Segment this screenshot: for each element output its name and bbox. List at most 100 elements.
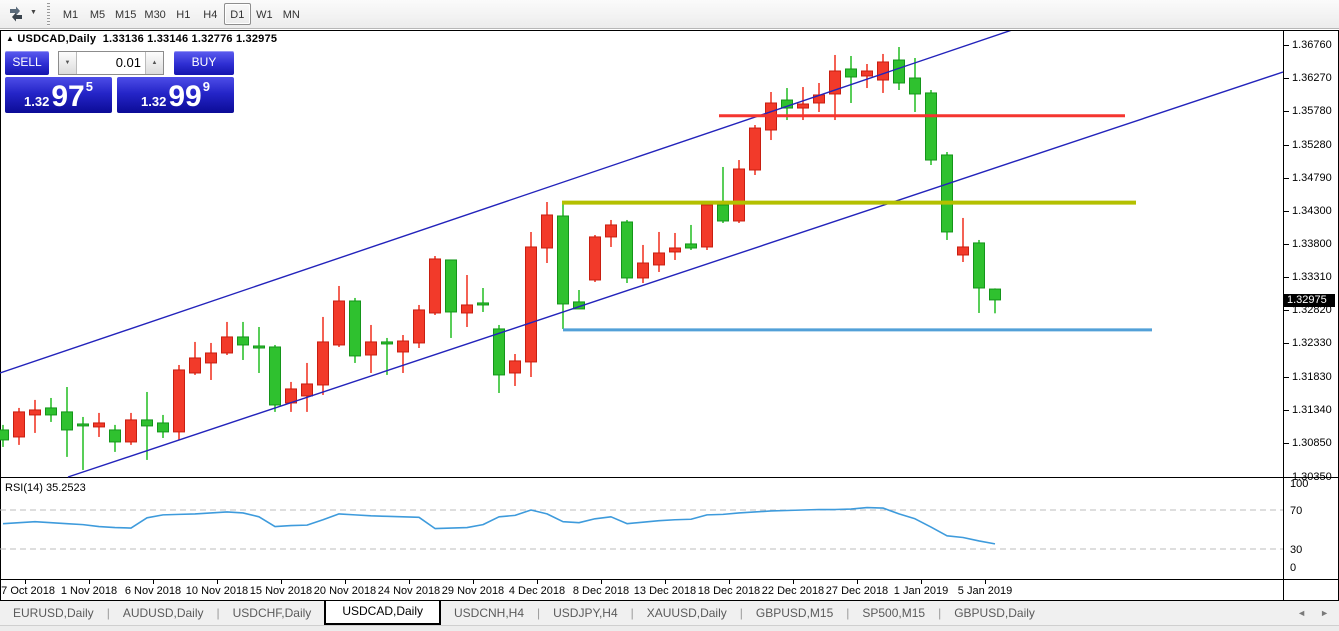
- candle: [93, 412, 105, 437]
- price-tick: [1284, 210, 1289, 212]
- price-tick-label: 1.34300: [1292, 204, 1332, 217]
- price-tick: [1284, 377, 1289, 379]
- time-tick-label: 10 Nov 2018: [185, 585, 249, 597]
- time-tick-label: 24 Nov 2018: [377, 585, 441, 597]
- candle: [861, 63, 873, 89]
- price-axis[interactable]: 1.36760 1.36270 1.35780 1.35280 1.34790 1.343…: [1284, 30, 1339, 600]
- timeframe-button-M5[interactable]: M5: [89, 9, 106, 21]
- buy-price-pipette: 9: [202, 79, 210, 94]
- time-tick-label: 27 Oct 2018: [0, 585, 55, 597]
- time-tick-label: 1 Jan 2019: [893, 585, 949, 597]
- tab-usdjpy-h4[interactable]: USDJPY,H4: [553, 605, 618, 620]
- tabs-scroll-right-icon[interactable]: ►: [1320, 608, 1329, 618]
- time-tick-label: 1 Nov 2018: [60, 585, 118, 597]
- candle: [557, 202, 569, 329]
- time-tick: [473, 580, 474, 584]
- rsi-scale-label: 70: [1290, 505, 1303, 517]
- timeframe-button-H1[interactable]: H1: [176, 9, 191, 21]
- rsi-scale-label: 0: [1290, 562, 1297, 574]
- price-axis-separator[interactable]: [1283, 30, 1284, 600]
- candle: [77, 416, 89, 470]
- tab-usdcnh-h4[interactable]: USDCNH,H4: [454, 605, 525, 620]
- tab-usdchf-daily[interactable]: USDCHF,Daily: [232, 605, 312, 620]
- tab-gbpusd-daily[interactable]: GBPUSD,Daily: [954, 605, 1035, 620]
- timeframe-button-M15[interactable]: M15: [115, 9, 137, 21]
- tab-separator: |: [938, 606, 942, 620]
- main-rsi-splitter[interactable]: [0, 477, 1339, 478]
- candle: [605, 219, 617, 247]
- tab-xauusd-daily[interactable]: XAUUSD,Daily: [646, 605, 727, 620]
- sell-button[interactable]: SELL: [5, 51, 49, 75]
- current-price-badge: 1.32975: [1284, 293, 1335, 307]
- sell-price-pipette: 5: [85, 79, 93, 94]
- candle: [429, 255, 441, 315]
- tab-audusd-daily[interactable]: AUDUSD,Daily: [122, 605, 204, 620]
- lower-channel-trendline[interactable]: [67, 71, 1283, 478]
- candle: [845, 55, 857, 103]
- one-click-trading-widget: SELL ▼ 0.01 ▲ BUY 1.32 97 5 1.32 99 9: [5, 51, 234, 113]
- time-tick-label: 18 Dec 2018: [697, 585, 761, 597]
- time-tick: [985, 580, 986, 584]
- candle: [0, 424, 9, 447]
- candle: [941, 152, 953, 240]
- volume-value[interactable]: 0.01: [115, 55, 141, 70]
- candle: [925, 89, 937, 166]
- rsi-scale-label: 100: [1290, 478, 1309, 490]
- candle: [461, 274, 473, 327]
- price-tick: [1284, 443, 1289, 445]
- candle: [237, 321, 249, 360]
- chart-ohlc-header: ▲ USDCAD,Daily 1.33136 1.33146 1.32776 1…: [6, 33, 277, 45]
- rsi-indicator-pane[interactable]: [0, 478, 1283, 579]
- timeframe-button-MN[interactable]: MN: [282, 9, 300, 21]
- price-tick-label: 1.36760: [1292, 39, 1332, 51]
- status-bar: [0, 625, 1339, 631]
- price-tick: [1284, 244, 1289, 246]
- chart-left-border: [0, 30, 1, 600]
- candle: [541, 201, 553, 264]
- candle: [445, 259, 457, 338]
- timeframe-button-M30[interactable]: M30: [144, 9, 166, 21]
- price-tick-label: 1.32330: [1292, 337, 1332, 350]
- upper-channel-trendline[interactable]: [0, 31, 1012, 374]
- price-tick: [1284, 144, 1289, 146]
- candle: [61, 386, 73, 457]
- time-tick: [601, 580, 602, 584]
- time-axis[interactable]: 27 Oct 2018 1 Nov 2018 6 Nov 2018 10 Nov 20…: [0, 580, 1284, 600]
- tab-gbpusd-m15[interactable]: GBPUSD,M15: [755, 605, 834, 620]
- time-tick-label: 29 Nov 2018: [441, 585, 505, 597]
- sell-price-box[interactable]: 1.32 97 5: [5, 77, 112, 113]
- candle: [733, 160, 745, 223]
- candle: [477, 287, 489, 312]
- price-tick: [1284, 111, 1289, 112]
- main-price-chart[interactable]: [0, 31, 1283, 478]
- chart-shift-icon[interactable]: [7, 5, 25, 23]
- candle: [45, 397, 57, 422]
- timeframe-button-M1[interactable]: M1: [62, 9, 79, 21]
- timeframe-button-D1[interactable]: D1: [223, 3, 251, 25]
- window-bottom-border: [0, 600, 1339, 601]
- timeframe-buttons: M1 M5 M15 M30 H1 H4 D1 W1 MN: [57, 3, 305, 26]
- tab-usdcad-daily[interactable]: USDCAD,Daily: [324, 600, 441, 625]
- volume-increase-button[interactable]: ▲: [145, 52, 163, 74]
- price-tick-label: 1.33800: [1292, 238, 1332, 251]
- time-tick: [793, 580, 794, 584]
- candle: [397, 334, 409, 373]
- price-tick: [1284, 310, 1289, 312]
- buy-button[interactable]: BUY: [174, 51, 234, 75]
- buy-price-box[interactable]: 1.32 99 9: [117, 77, 234, 113]
- sell-price-big-digits: 97: [51, 80, 85, 113]
- price-tick: [1284, 78, 1289, 79]
- toolbar-gripper[interactable]: [46, 3, 51, 26]
- candle: [285, 381, 297, 412]
- toolbar-dropdown-caret-icon[interactable]: ▼: [30, 9, 37, 16]
- timeframe-button-W1[interactable]: W1: [256, 9, 273, 21]
- volume-decrease-button[interactable]: ▼: [59, 52, 77, 74]
- timeframe-button-H4[interactable]: H4: [203, 9, 218, 21]
- chart-top-border: [0, 30, 1339, 31]
- tab-separator: |: [630, 606, 634, 620]
- price-tick-label: 1.35780: [1292, 105, 1332, 117]
- tab-eurusd-daily[interactable]: EURUSD,Daily: [13, 605, 94, 620]
- time-tick: [857, 580, 858, 584]
- tabs-scroll-left-icon[interactable]: ◄: [1297, 608, 1307, 618]
- tab-sp500-m15[interactable]: SP500,M15: [862, 605, 926, 620]
